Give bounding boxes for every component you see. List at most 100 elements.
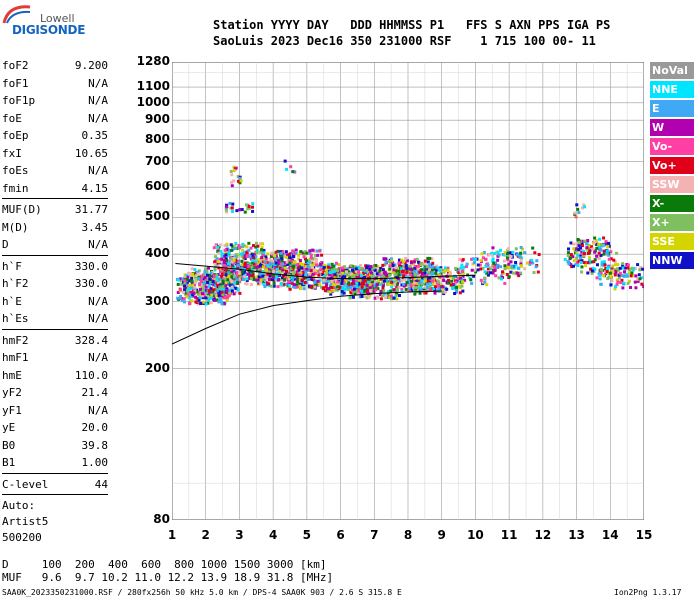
echo-point bbox=[638, 268, 642, 272]
echo-point bbox=[240, 208, 244, 212]
y-tick-label: 1280 bbox=[136, 54, 170, 68]
echo-point bbox=[358, 278, 362, 282]
echo-point bbox=[258, 269, 262, 273]
echo-point bbox=[568, 256, 572, 260]
echo-point bbox=[577, 259, 581, 263]
echo-point bbox=[412, 260, 416, 264]
echo-point bbox=[636, 263, 640, 267]
echo-point bbox=[591, 266, 595, 270]
echo-point bbox=[230, 206, 234, 210]
echo-point bbox=[187, 296, 191, 300]
echo-point bbox=[378, 282, 382, 286]
echo-point bbox=[523, 267, 527, 271]
echo-point bbox=[607, 257, 611, 261]
echo-point bbox=[353, 265, 357, 269]
echo-point bbox=[614, 270, 618, 274]
echo-point bbox=[201, 292, 205, 296]
logo-bottom-text: DIGISONDE bbox=[12, 23, 86, 37]
echo-point bbox=[370, 282, 374, 286]
echo-point bbox=[374, 281, 378, 285]
echo-point bbox=[192, 282, 196, 286]
echo-point bbox=[634, 274, 638, 278]
echo-point bbox=[352, 274, 356, 278]
echo-point bbox=[234, 259, 238, 263]
echo-point bbox=[613, 260, 617, 264]
echo-point bbox=[229, 169, 233, 173]
echo-point bbox=[427, 270, 431, 274]
param-key: foEp bbox=[2, 129, 29, 142]
echo-point bbox=[296, 266, 300, 270]
echo-point bbox=[507, 262, 511, 266]
echo-point bbox=[356, 292, 360, 296]
echo-point bbox=[481, 256, 485, 260]
echo-point bbox=[351, 295, 355, 299]
echo-point bbox=[264, 275, 268, 279]
echo-point bbox=[413, 258, 417, 262]
echo-point bbox=[220, 302, 224, 306]
echo-point bbox=[460, 270, 464, 274]
echo-point bbox=[430, 279, 434, 283]
echo-point bbox=[327, 263, 331, 267]
echo-point bbox=[327, 277, 331, 281]
echo-point bbox=[428, 288, 432, 292]
echo-point bbox=[420, 279, 424, 283]
echo-point bbox=[230, 270, 234, 274]
echo-point bbox=[479, 267, 483, 271]
echo-point bbox=[610, 279, 614, 283]
echo-point bbox=[312, 268, 316, 272]
echo-point bbox=[470, 281, 474, 285]
echo-point bbox=[318, 282, 322, 286]
x-axis-labels: 1 2 3 4 5 6 7 8 9 10 11 12 13 14 15 bbox=[168, 528, 653, 546]
echo-point bbox=[357, 281, 361, 285]
echo-point bbox=[586, 261, 590, 265]
echo-point bbox=[227, 274, 231, 278]
echo-point bbox=[574, 262, 578, 266]
echo-point bbox=[569, 253, 573, 257]
echo-point bbox=[308, 249, 312, 253]
echo-point bbox=[286, 263, 290, 267]
echo-point bbox=[606, 277, 610, 281]
echo-point bbox=[401, 269, 405, 273]
echo-point bbox=[200, 275, 204, 279]
echo-point bbox=[517, 274, 521, 278]
echo-point bbox=[232, 179, 236, 183]
echo-point bbox=[269, 254, 273, 258]
echo-point bbox=[360, 289, 364, 293]
echo-point bbox=[582, 203, 586, 207]
echo-point bbox=[607, 244, 611, 248]
echo-point bbox=[463, 278, 467, 282]
echo-point bbox=[627, 279, 631, 283]
echo-point bbox=[460, 284, 464, 288]
echo-point bbox=[176, 296, 180, 300]
echo-point bbox=[202, 293, 206, 297]
echo-point bbox=[238, 176, 242, 180]
echo-point bbox=[397, 263, 401, 267]
echo-point bbox=[323, 289, 327, 293]
echo-point bbox=[199, 301, 203, 305]
echo-point bbox=[519, 246, 523, 250]
echo-point bbox=[387, 290, 391, 294]
echo-point bbox=[589, 267, 593, 271]
echo-point bbox=[220, 294, 224, 298]
echo-point bbox=[364, 264, 368, 268]
param-row-foF1p: foF1p N/A bbox=[2, 92, 108, 109]
param-value: 10.65 bbox=[74, 146, 108, 160]
echo-point bbox=[361, 271, 365, 275]
echo-point bbox=[309, 266, 313, 270]
echo-point bbox=[389, 289, 393, 293]
echo-point bbox=[428, 282, 432, 286]
echo-point bbox=[213, 278, 217, 282]
echo-point bbox=[232, 256, 236, 260]
echo-point bbox=[434, 271, 438, 275]
param-value: 330.0 bbox=[74, 277, 108, 290]
echo-point bbox=[502, 259, 506, 263]
echo-point bbox=[514, 247, 518, 251]
echo-point bbox=[308, 260, 312, 264]
echo-point bbox=[179, 279, 183, 283]
echo-point bbox=[385, 279, 389, 283]
echo-point bbox=[312, 274, 316, 278]
echo-point bbox=[296, 280, 300, 284]
echo-point bbox=[577, 244, 581, 248]
echo-point bbox=[198, 294, 202, 298]
echo-point bbox=[413, 269, 417, 273]
